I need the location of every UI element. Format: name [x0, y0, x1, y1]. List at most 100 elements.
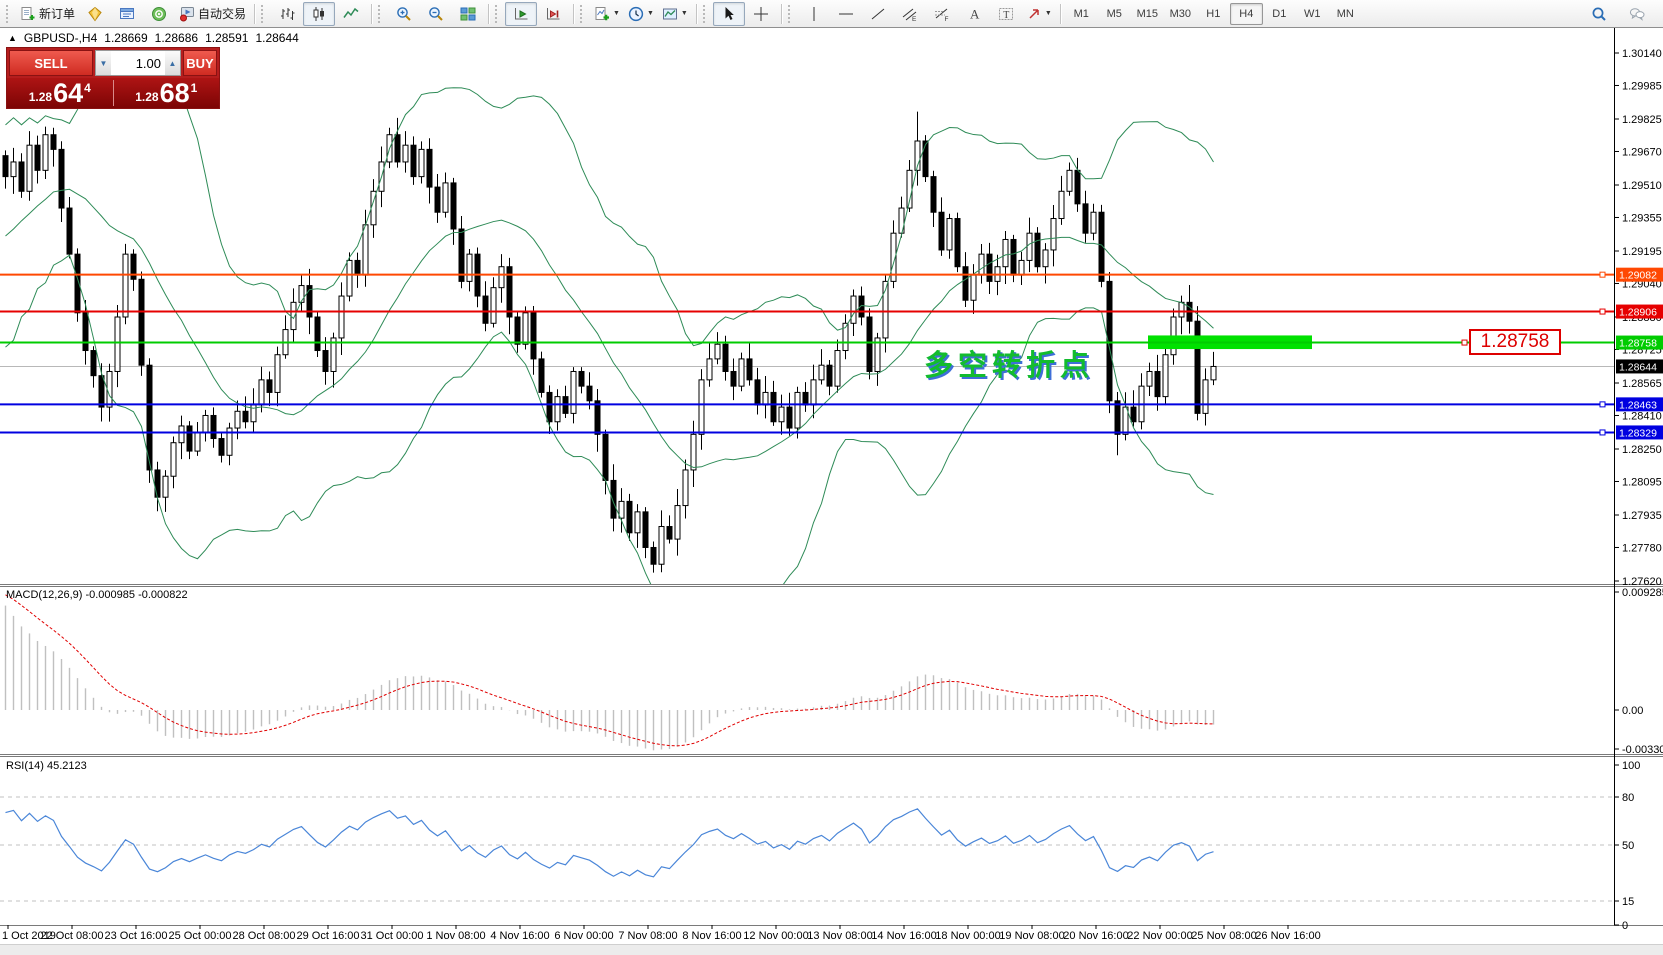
svg-text:0.009285: 0.009285: [1622, 587, 1663, 599]
toolbar-grip[interactable]: [378, 4, 384, 23]
sell-price-big: 64: [53, 78, 84, 108]
vertical-line-button[interactable]: [798, 2, 830, 26]
window-bottom-strip: [0, 944, 1663, 955]
chevron-down-icon[interactable]: ▼: [613, 10, 620, 17]
toolbar-grip[interactable]: [702, 4, 709, 23]
svg-text:25 Nov 08:00: 25 Nov 08:00: [1191, 930, 1256, 942]
svg-text:1.28410: 1.28410: [1622, 410, 1662, 422]
timeframe-button-h4[interactable]: H4: [1229, 2, 1263, 25]
chart-shift-button[interactable]: [537, 2, 569, 26]
chart-canvas[interactable]: 1.30140 1.29985 1.29825 1.29670 1.29510 1.293…: [0, 28, 1663, 954]
candlestick-chart-button[interactable]: [303, 1, 336, 26]
chevron-down-icon[interactable]: ▼: [646, 10, 654, 17]
svg-text:1.28758: 1.28758: [1619, 338, 1657, 350]
periods-button[interactable]: ▼: [624, 2, 658, 26]
svg-text:12 Nov 00:00: 12 Nov 00:00: [743, 930, 808, 942]
toolbar-right-group: [1583, 2, 1659, 26]
text-label-button[interactable]: T: [990, 2, 1022, 26]
buy-button[interactable]: BUY: [183, 50, 217, 76]
toolbar-grip[interactable]: [495, 4, 501, 23]
fibonacci-button[interactable]: F: [926, 2, 958, 26]
auto-scroll-button[interactable]: [505, 1, 538, 26]
svg-text:1.30140: 1.30140: [1622, 48, 1662, 60]
buy-price-big: 68: [159, 78, 190, 108]
trendline-button[interactable]: [862, 2, 894, 26]
volume-increase-button[interactable]: ▲: [165, 51, 180, 75]
price-tag-label[interactable]: 1.28758: [1469, 329, 1561, 355]
svg-text:1.28644: 1.28644: [1619, 361, 1657, 373]
timeframe-button-d1[interactable]: D1: [1272, 7, 1287, 20]
collapse-triangle-icon[interactable]: ▲: [8, 33, 17, 43]
ohlc-open: 1.28669: [104, 31, 148, 45]
text-icon: A: [966, 6, 982, 22]
timeframe-button-m1[interactable]: M1: [1073, 7, 1089, 20]
volume-input[interactable]: [111, 51, 165, 75]
cursor-button[interactable]: [712, 1, 745, 26]
equidistant-channel-button[interactable]: E: [894, 2, 926, 26]
volume-decrease-button[interactable]: ▼: [96, 51, 111, 75]
toolbar-grip[interactable]: [261, 4, 267, 23]
timeframe-button-m30[interactable]: M30: [1169, 7, 1191, 20]
svg-text:22 Nov 00:00: 22 Nov 00:00: [1127, 930, 1192, 942]
crosshair-button[interactable]: [745, 2, 777, 26]
zoom-in-button[interactable]: [388, 2, 420, 26]
new-order-button-label: 新订单: [39, 7, 76, 21]
toolbar-grip[interactable]: [6, 4, 12, 23]
svg-text:1.28095: 1.28095: [1622, 476, 1662, 488]
one-click-trading-panel: SELL ▼ ▲ BUY 1.28 64 4 1.28 68 1: [6, 47, 220, 109]
tile-windows-icon: [460, 6, 476, 22]
svg-text:1.28565: 1.28565: [1622, 378, 1662, 390]
chevron-down-icon[interactable]: ▼: [680, 10, 688, 17]
data-window-button[interactable]: [111, 2, 143, 26]
chat-icon: [1629, 6, 1645, 22]
svg-text:0: 0: [1622, 920, 1628, 932]
buy-price[interactable]: 1.28 68 1: [114, 78, 220, 108]
fibonacci-icon: F: [934, 6, 950, 22]
market-watch-button[interactable]: [79, 2, 111, 26]
svg-text:1 Oct 2019: 1 Oct 2019: [2, 930, 56, 942]
toolbar-separator: [488, 3, 490, 24]
new-chart-button[interactable]: ▼: [590, 2, 624, 26]
buy-price-prefix: 1.28: [135, 90, 159, 104]
svg-text:15: 15: [1622, 896, 1634, 908]
chat-button[interactable]: [1621, 2, 1653, 26]
timeframe-button-mn[interactable]: MN: [1336, 7, 1354, 20]
svg-text:13 Nov 08:00: 13 Nov 08:00: [807, 930, 872, 942]
templates-button[interactable]: ▼: [658, 2, 692, 26]
svg-text:7 Nov 08:00: 7 Nov 08:00: [618, 930, 677, 942]
auto-trading-icon: [179, 6, 195, 22]
zoom-out-button[interactable]: [420, 2, 452, 26]
sell-button[interactable]: SELL: [9, 50, 93, 76]
ohlc-close: 1.28644: [255, 31, 299, 45]
search-button[interactable]: [1583, 2, 1615, 26]
bar-chart-button[interactable]: [271, 2, 303, 26]
sell-price[interactable]: 1.28 64 4: [7, 78, 113, 108]
zoom-in-icon: [396, 6, 412, 22]
tile-windows-button[interactable]: [452, 2, 484, 26]
arrows-button[interactable]: ▼: [1022, 2, 1056, 26]
sounds-button[interactable]: [143, 2, 175, 26]
line-chart-button[interactable]: [335, 2, 367, 26]
toolbar-grip[interactable]: [787, 4, 794, 23]
new-order-button[interactable]: 新订单: [16, 2, 79, 26]
toolbar-separator: [695, 3, 697, 24]
svg-text:19 Nov 08:00: 19 Nov 08:00: [999, 930, 1064, 942]
svg-text:1.29670: 1.29670: [1622, 146, 1662, 158]
horizontal-line-button[interactable]: [830, 2, 862, 26]
auto-trading-button[interactable]: 自动交易: [175, 2, 250, 26]
chevron-down-icon[interactable]: ▼: [1044, 10, 1052, 17]
toolbar-grip[interactable]: [580, 4, 586, 23]
toolbar-separator: [1059, 3, 1061, 24]
buy-price-sup: 1: [190, 81, 198, 95]
text-button[interactable]: A: [958, 2, 990, 26]
timeframe-button-m15[interactable]: M15: [1136, 7, 1158, 20]
svg-text:1.29510: 1.29510: [1622, 180, 1662, 192]
periods-clock-icon: [628, 6, 644, 22]
timeframe-button-h1[interactable]: H1: [1206, 7, 1221, 20]
timeframe-button-m5[interactable]: M5: [1106, 7, 1122, 20]
cursor-icon: [721, 6, 737, 22]
svg-text:26 Nov 16:00: 26 Nov 16:00: [1255, 930, 1320, 942]
timeframe-button-w1[interactable]: W1: [1304, 7, 1321, 20]
bar-chart-icon: [279, 6, 295, 22]
data-window-icon: [119, 6, 135, 22]
